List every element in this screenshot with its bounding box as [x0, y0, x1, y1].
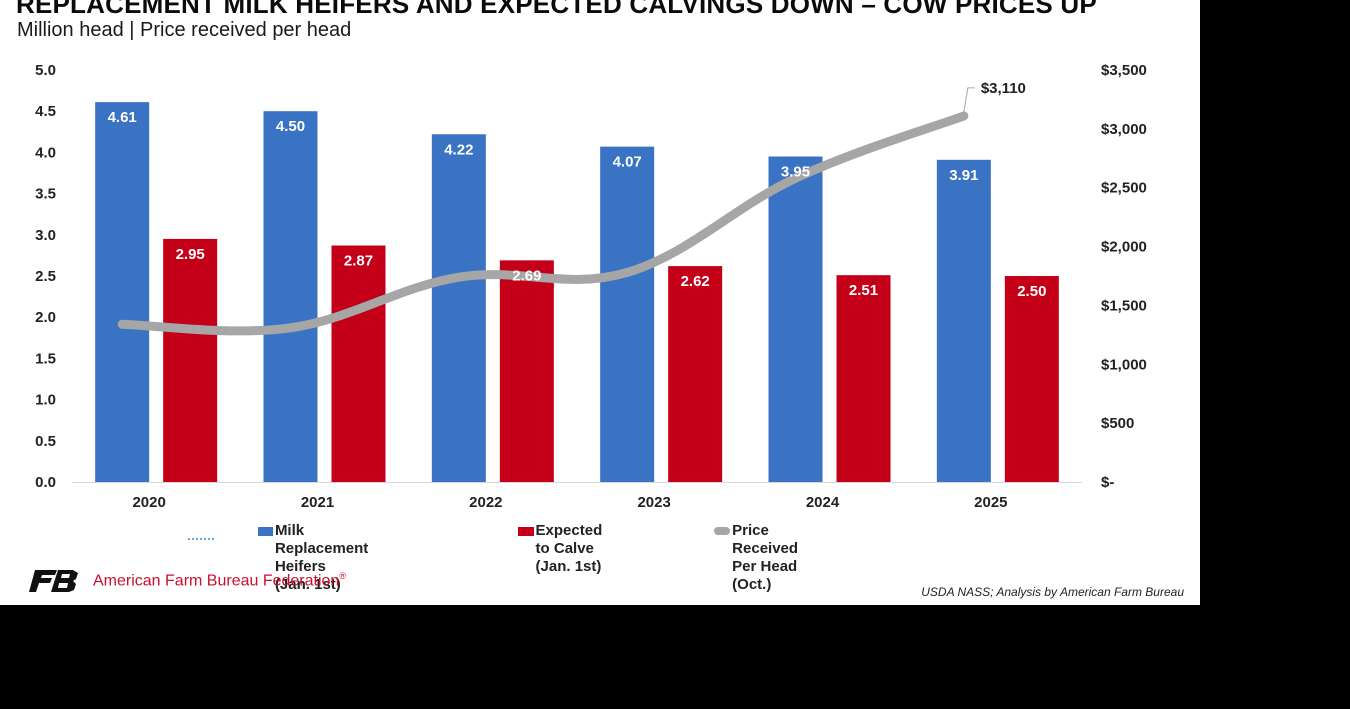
data-label-calve-2024: 2.51 [849, 282, 878, 299]
y-right-tick-label: $500 [1101, 415, 1134, 432]
bar-calve-2022 [499, 260, 554, 482]
y-right-tick-label: $2,000 [1101, 239, 1147, 256]
afbf-logo-icon [29, 570, 78, 592]
legend-label-price: Price Received Per Head [732, 522, 799, 575]
x-tick-label-2020: 2020 [132, 494, 165, 511]
data-label-heifers-2020: 4.61 [108, 109, 137, 126]
y-left-tick-label: 4.0 [35, 144, 56, 161]
y-left-tick-label: 3.5 [35, 186, 56, 203]
y-left-tick-label: 2.5 [35, 268, 56, 285]
bar-calve-2024 [836, 275, 891, 482]
data-label-heifers-2021: 4.50 [276, 118, 305, 135]
data-label-calve-2025: 2.50 [1017, 283, 1046, 300]
bar-heifers-2022 [431, 134, 486, 482]
legend-item-price: Price Received Per Head (Oct.) [714, 522, 816, 594]
y-left-tick-label: 3.0 [35, 227, 56, 244]
x-tick-label-2021: 2021 [301, 494, 334, 511]
legend-sublabel-price: (Oct.) [732, 576, 772, 593]
y-left-tick-label: 0.0 [35, 474, 56, 491]
y-left-tick-label: 0.5 [35, 433, 56, 450]
legend-sublabel-calve: (Jan. 1st) [535, 558, 602, 575]
source-note: USDA NASS; Analysis by American Farm Bur… [921, 585, 1184, 599]
y-left-tick-label: 1.0 [35, 392, 56, 409]
chart-panel: REPLACEMENT MILK HEIFERS AND EXPECTED CA… [0, 0, 1200, 605]
bar-heifers-2020 [95, 102, 150, 483]
legend-swatch-heifers [258, 527, 273, 536]
bar-heifers-2023 [600, 146, 655, 482]
x-tick-label-2023: 2023 [637, 494, 670, 511]
organization-name: American Farm Bureau Federation® [93, 571, 346, 590]
legend-swatch-price [714, 527, 731, 535]
legend-label-calve: Expected to Calve [535, 522, 603, 557]
legend-swatch-calve [518, 527, 534, 536]
y-right-tick-label: $3,500 [1101, 62, 1147, 79]
bar-heifers-2024 [768, 156, 823, 482]
bar-calve-2020 [163, 238, 218, 482]
y-left-tick-label: 4.5 [35, 103, 56, 120]
y-left-tick-label: 5.0 [35, 62, 56, 79]
price-end-label: $3,110 [981, 80, 1026, 97]
chart-canvas: 0.0 0.5 1.0 1.5 2.0 2.5 3.0 3.5 4.0 4.5 5.0 $- $500 $… [35, 62, 1147, 511]
bar-calve-2023 [668, 266, 723, 482]
y-left-tick-label: 1.5 [35, 350, 56, 367]
afbf-logo: American Farm Bureau Federation® [29, 570, 346, 592]
y-left-tick-label: 2.0 [35, 309, 56, 326]
legend-decoration [188, 538, 214, 540]
legend-sublabel-heifers: (Jan. 1st) [274, 576, 341, 593]
legend-item-calve: Expected to Calve (Jan. 1st) [518, 522, 613, 576]
data-label-calve-2022: 2.69 [512, 267, 541, 284]
data-label-heifers-2022: 4.22 [444, 141, 473, 158]
bar-heifers-2025 [936, 159, 991, 483]
y-right-tick-label: $1,500 [1101, 297, 1147, 314]
bar-calve-2025 [1004, 276, 1059, 482]
price-end-leader [963, 87, 975, 112]
legend-item-heifers: Milk Replacement Heifers (Jan. 1st) [258, 522, 379, 594]
x-tick-label-2024: 2024 [806, 494, 840, 511]
legend-label-heifers: Milk Replacement Heifers [274, 522, 369, 575]
y-right-tick-label: $2,500 [1101, 180, 1147, 197]
y-right-tick-label: $1,000 [1101, 356, 1147, 373]
data-label-heifers-2024: 3.95 [781, 164, 810, 181]
price-line [117, 111, 969, 336]
x-tick-label-2022: 2022 [469, 494, 502, 511]
bar-heifers-2021 [263, 111, 318, 482]
y-right-tick-label: $- [1101, 474, 1114, 491]
chart-subtitle: Million head | Price received per head [17, 19, 352, 41]
data-label-calve-2021: 2.87 [344, 253, 373, 270]
data-label-calve-2020: 2.95 [176, 246, 205, 263]
bar-calve-2021 [331, 245, 386, 482]
y-right-tick-label: $3,000 [1101, 121, 1147, 138]
data-label-calve-2023: 2.62 [681, 273, 710, 290]
data-label-heifers-2023: 4.07 [613, 154, 642, 171]
data-label-heifers-2025: 3.91 [949, 167, 978, 184]
x-tick-label-2025: 2025 [974, 494, 1007, 511]
chart-title: REPLACEMENT MILK HEIFERS AND EXPECTED CA… [16, 0, 1097, 19]
